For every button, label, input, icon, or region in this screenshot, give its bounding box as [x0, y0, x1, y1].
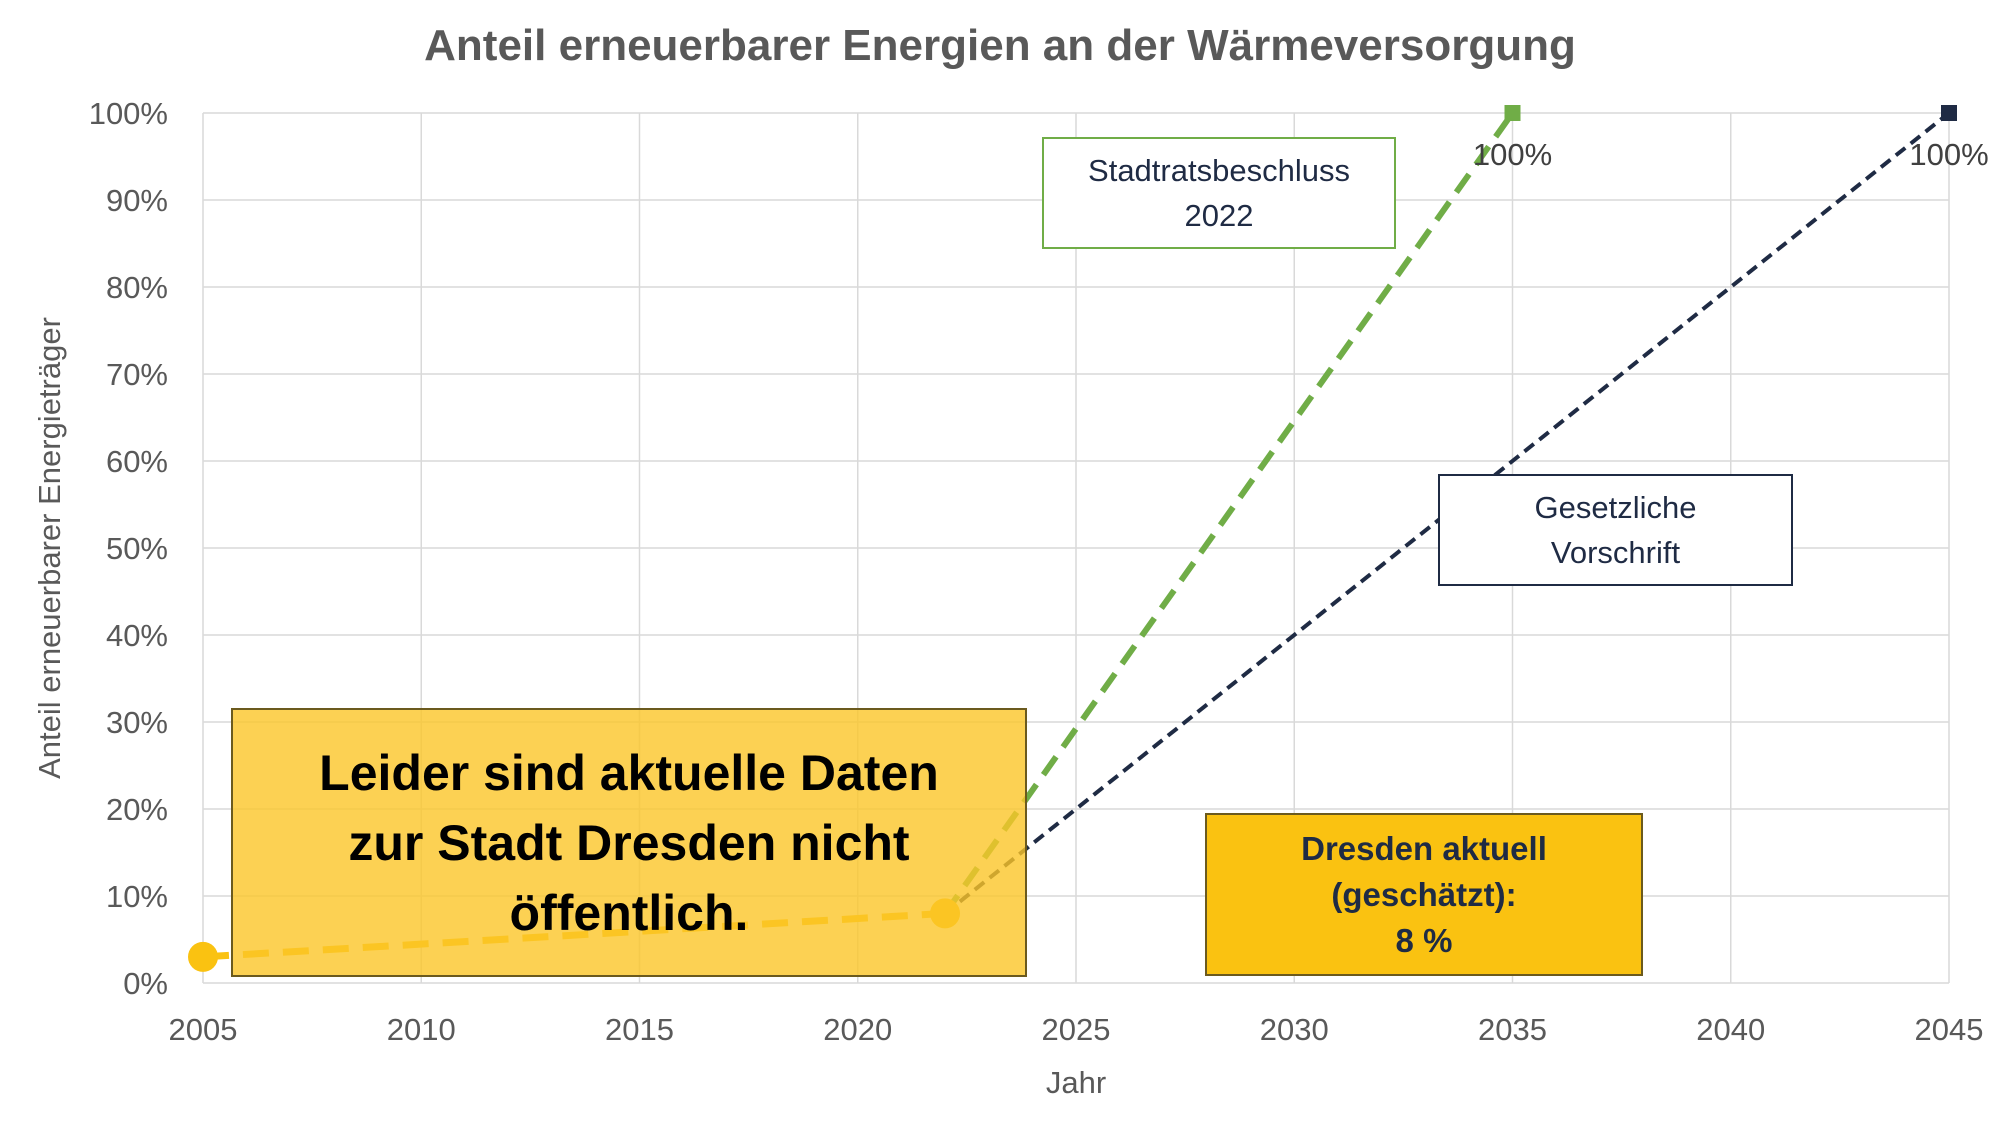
- gesetzliche-vorschrift-line-2: Vorschrift: [1550, 535, 1681, 570]
- dresden-aktuell-line-2: (geschätzt):: [1331, 875, 1517, 913]
- no-data-notice-line-1: Leider sind aktuelle Daten: [319, 744, 939, 801]
- series-marker-dresden: [188, 941, 218, 972]
- series-line-gesetz: [943, 111, 1951, 915]
- x-tick-label: 2025: [1042, 1012, 1111, 1047]
- y-tick-label: 20%: [106, 792, 168, 827]
- y-tick-label: 40%: [106, 618, 168, 653]
- x-tick-label: 2045: [1915, 1012, 1984, 1047]
- y-axis-label: Anteil erneuerbarer Energieträger: [32, 317, 67, 779]
- x-tick-label: 2035: [1478, 1012, 1547, 1047]
- x-tick-label: 2015: [605, 1012, 674, 1047]
- series-line-stadtrat: [942, 111, 1515, 916]
- x-tick-label: 2010: [387, 1012, 456, 1047]
- y-tick-label: 30%: [106, 705, 168, 740]
- y-tick-label: 70%: [106, 357, 168, 392]
- y-tick-label: 100%: [89, 96, 168, 131]
- x-tick-label: 2005: [169, 1012, 238, 1047]
- y-tick-label: 0%: [123, 966, 168, 1001]
- y-tick-label: 60%: [106, 444, 168, 479]
- dresden-aktuell-line-3: 8 %: [1395, 921, 1453, 959]
- y-tick-label: 10%: [106, 879, 168, 914]
- series-marker-gesetz: [1941, 105, 1957, 121]
- y-tick-label: 80%: [106, 270, 168, 305]
- stadtratsbeschluss-line-1: Stadtratsbeschluss: [1088, 153, 1350, 188]
- series-marker-stadtrat: [1504, 105, 1521, 121]
- no-data-notice: Leider sind aktuelle Daten zur Stadt Dre…: [231, 708, 1027, 977]
- stadtratsbeschluss-line-2: 2022: [1184, 198, 1254, 233]
- gesetzliche-vorschrift-label: Gesetzliche Vorschrift: [1438, 474, 1793, 586]
- stadtratsbeschluss-label: Stadtratsbeschluss 2022: [1042, 137, 1396, 249]
- data-label-gesetz: 100%: [1909, 137, 1988, 172]
- data-label-stadtrat: 100%: [1473, 137, 1552, 172]
- no-data-notice-line-2: zur Stadt Dresden nicht: [348, 814, 910, 871]
- no-data-notice-line-3: öffentlich.: [509, 884, 749, 941]
- chart-title: Anteil erneuerbarer Energien an der Wärm…: [424, 21, 1576, 70]
- x-tick-label: 2020: [823, 1012, 892, 1047]
- x-axis-label: Jahr: [1046, 1065, 1106, 1100]
- y-tick-label: 90%: [106, 183, 168, 218]
- x-tick-label: 2040: [1696, 1012, 1765, 1047]
- y-tick-label: 50%: [106, 531, 168, 566]
- x-tick-label: 2030: [1260, 1012, 1329, 1047]
- dresden-aktuell-line-1: Dresden aktuell: [1301, 829, 1547, 867]
- dresden-aktuell-label: Dresden aktuell (geschätzt): 8 %: [1205, 813, 1643, 976]
- gesetzliche-vorschrift-line-1: Gesetzliche: [1534, 490, 1697, 525]
